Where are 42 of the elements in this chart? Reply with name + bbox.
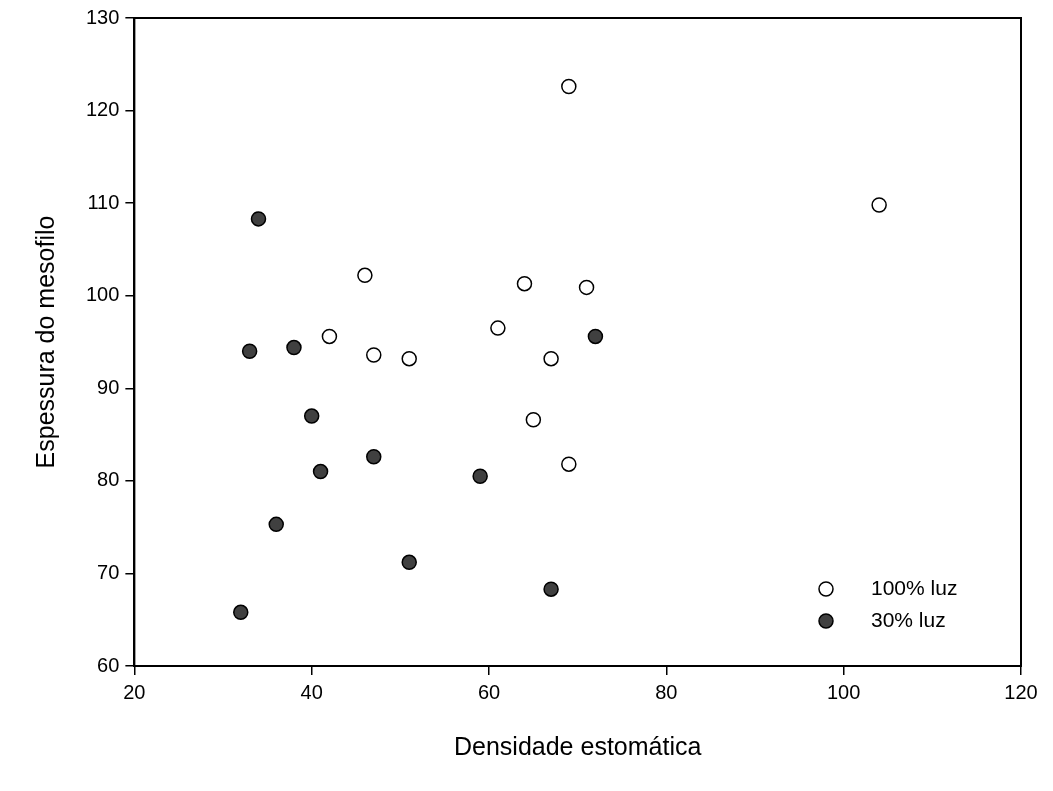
point: [312, 463, 329, 480]
x-tick-label: 80: [655, 680, 678, 703]
x-tick-label: 120: [1004, 680, 1038, 703]
point: [516, 275, 533, 292]
point: [871, 197, 887, 213]
point: [241, 343, 258, 360]
point: [401, 554, 417, 571]
legend-label: 30% luz: [871, 607, 946, 631]
point: [561, 456, 577, 472]
point: [543, 350, 559, 367]
point: [321, 328, 338, 345]
point: [250, 211, 267, 227]
point: [490, 320, 506, 336]
y-axis-title: Espessura do mesofilo: [30, 215, 59, 469]
y-tick-label: 120: [85, 98, 120, 121]
y-tick-label: 100: [85, 283, 120, 306]
x-tick-label: 20: [123, 680, 146, 703]
point: [303, 408, 320, 424]
point: [233, 604, 249, 621]
point: [525, 412, 542, 428]
point: [587, 328, 604, 345]
point: [561, 78, 577, 95]
point: [286, 339, 302, 356]
y-tick-label: 60: [97, 653, 120, 676]
point: [268, 516, 284, 533]
point: [472, 468, 488, 484]
point: [401, 350, 417, 367]
point: [357, 267, 373, 284]
point: [366, 449, 382, 465]
x-axis-title: Densidade estomática: [454, 731, 702, 760]
y-tick-label: 90: [97, 375, 120, 398]
x-tick-label: 60: [477, 680, 501, 703]
y-tick-label: 130: [85, 5, 120, 28]
point: [366, 347, 382, 363]
x-tick-label: 100: [826, 680, 861, 703]
point: [578, 279, 595, 296]
point: [543, 581, 559, 597]
y-tick-label: 110: [87, 190, 120, 213]
x-tick-label: 40: [300, 680, 323, 703]
y-tick-label: 70: [97, 560, 120, 583]
y-tick-label: 80: [97, 468, 120, 491]
legend-label: 100% luz: [871, 575, 958, 599]
